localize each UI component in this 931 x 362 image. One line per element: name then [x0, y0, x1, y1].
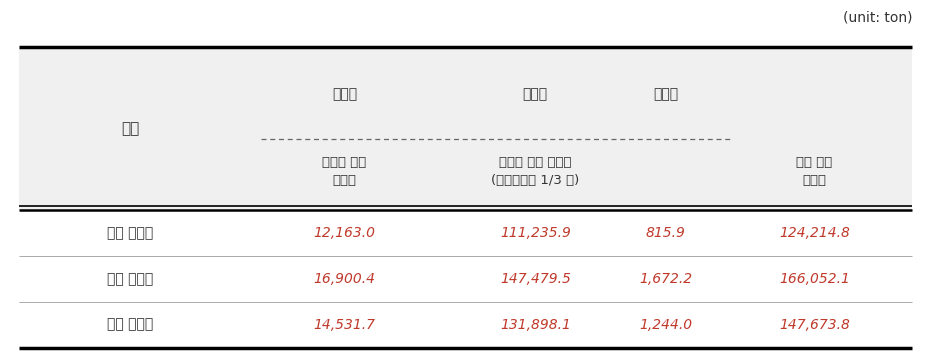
Bar [19, 47, 912, 210]
Text: 구분: 구분 [121, 121, 140, 136]
Text: 12,163.0: 12,163.0 [314, 226, 375, 240]
Text: 사륜차: 사륜차 [332, 87, 357, 101]
Text: 14,531.7: 14,531.7 [314, 317, 375, 332]
Text: 평균 발생량: 평균 발생량 [107, 317, 154, 332]
Text: 815.9: 815.9 [646, 226, 685, 240]
Text: 1,244.0: 1,244.0 [639, 317, 693, 332]
Text: 131,898.1: 131,898.1 [500, 317, 571, 332]
Text: 16,900.4: 16,900.4 [314, 272, 375, 286]
Text: 1,672.2: 1,672.2 [639, 272, 693, 286]
Text: (unit: ton): (unit: ton) [843, 11, 912, 25]
Text: 147,479.5: 147,479.5 [500, 272, 571, 286]
Text: 사륜차: 사륜차 [523, 87, 547, 101]
Text: 124,214.8: 124,214.8 [779, 226, 850, 240]
Text: 폐차로 인한
발생량: 폐차로 인한 발생량 [322, 156, 367, 186]
Text: 최대 발생량: 최대 발생량 [107, 272, 154, 286]
Text: 166,052.1: 166,052.1 [779, 272, 850, 286]
Text: 배터리 교체 발생량
(등록차량의 1/3 대): 배터리 교체 발생량 (등록차량의 1/3 대) [492, 156, 579, 186]
Text: 연간 국내
발생량: 연간 국내 발생량 [797, 156, 832, 186]
Text: 최소 발생량: 최소 발생량 [107, 226, 154, 240]
Text: 이륜차: 이륜차 [654, 87, 678, 101]
Text: 147,673.8: 147,673.8 [779, 317, 850, 332]
Text: 111,235.9: 111,235.9 [500, 226, 571, 240]
